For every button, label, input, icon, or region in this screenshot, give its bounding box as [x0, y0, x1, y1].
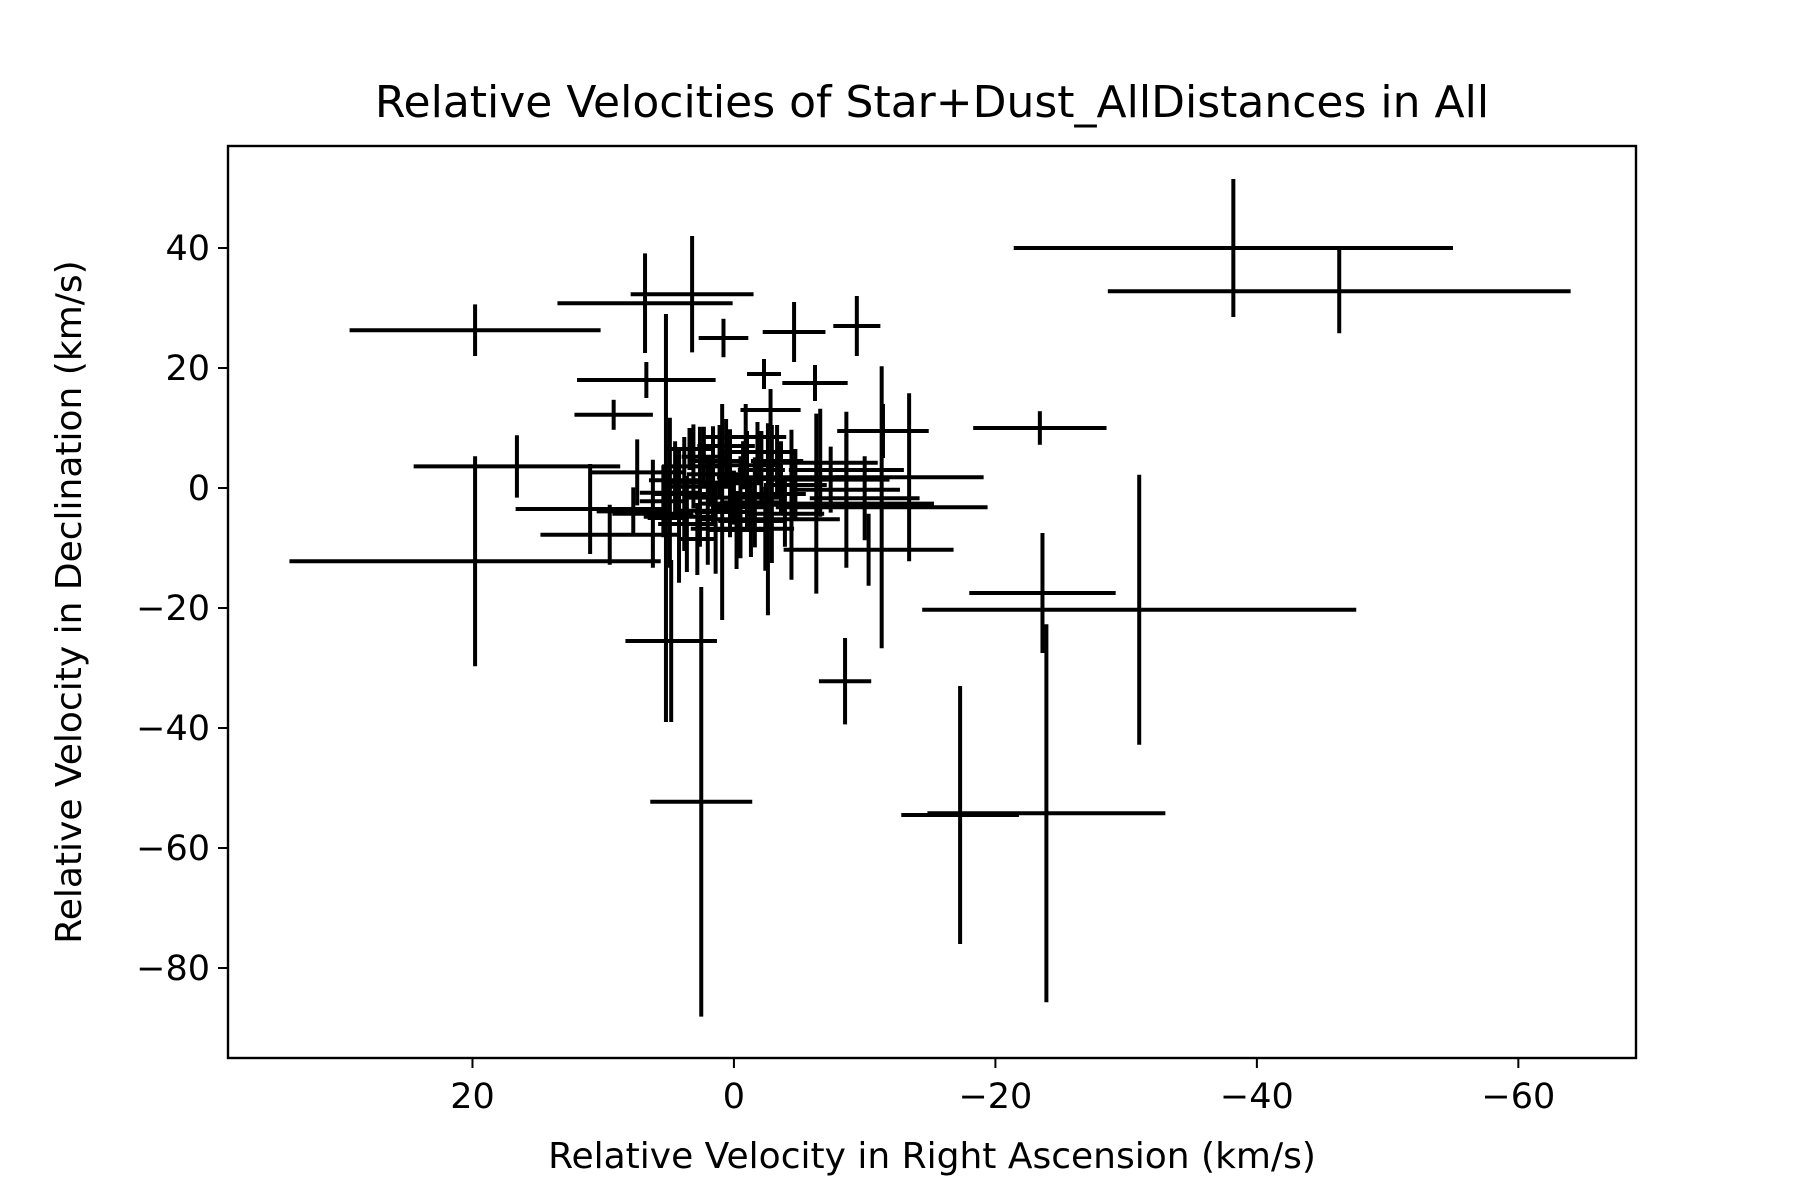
y-tick-label: 40 [165, 229, 210, 269]
data-point-6 [557, 253, 733, 353]
x-tick-label: −60 [1481, 1077, 1555, 1117]
data-point-1 [1107, 249, 1571, 334]
data-point-74 [707, 441, 779, 490]
data-point-14 [413, 435, 621, 498]
data-point-56 [720, 422, 795, 482]
y-tick-label: −60 [136, 829, 210, 869]
data-point-4 [762, 302, 826, 362]
data-point-43 [643, 450, 715, 583]
data-point-8 [577, 362, 716, 398]
y-tick-label: 20 [165, 349, 210, 389]
data-point-15 [289, 456, 661, 667]
data-point-17 [969, 533, 1116, 653]
data-point-23 [927, 624, 1166, 1003]
x-tick-label: 20 [450, 1077, 495, 1117]
data-point-28 [783, 513, 954, 586]
data-point-16 [515, 464, 665, 554]
data-point-3 [833, 296, 881, 356]
data-point-65 [677, 503, 717, 575]
data-point-34 [809, 456, 920, 541]
data-point-11 [782, 365, 848, 401]
x-tick-label: −20 [958, 1077, 1032, 1117]
data-point-27 [834, 393, 984, 562]
data-point-50 [715, 456, 766, 559]
data-point-62 [648, 441, 702, 520]
x-axis-ticks: 20 0 −20 −40 −60 [450, 1058, 1555, 1117]
data-point-12 [740, 389, 801, 431]
data-point-64 [658, 476, 716, 572]
data-point-9 [574, 399, 653, 430]
y-tick-label: 0 [188, 469, 210, 509]
data-point-2 [349, 304, 601, 356]
data-point-7 [698, 318, 749, 358]
x-tick-label: −40 [1220, 1077, 1294, 1117]
data-point-19 [818, 638, 872, 725]
y-axis-label: Relative Velocity in Declination (km/s) [49, 260, 90, 943]
y-tick-label: −40 [136, 709, 210, 749]
chart-title: Relative Velocities of Star+Dust_AllDist… [375, 77, 1489, 128]
data-point-38 [612, 459, 694, 568]
data-point-73 [686, 470, 782, 525]
data-point-18 [922, 474, 1357, 745]
data-point-21 [650, 587, 753, 1017]
y-tick-label: −80 [136, 949, 210, 989]
data-point-75 [665, 428, 714, 470]
data-point-13 [973, 411, 1107, 445]
data-point-70 [745, 480, 825, 547]
data-point-40 [540, 504, 680, 565]
data-point-0 [1013, 179, 1453, 317]
y-tick-label: −20 [136, 589, 210, 629]
data-point-71 [764, 449, 827, 521]
error-bars-layer [289, 179, 1571, 1017]
data-point-10 [747, 359, 782, 389]
data-point-32 [792, 411, 900, 568]
data-point-26 [775, 366, 988, 649]
x-axis-label: Relative Velocity in Right Ascension (km… [548, 1136, 1316, 1177]
plot-area-frame [226, 144, 1638, 1060]
x-tick-label: 0 [723, 1077, 745, 1117]
data-point-5 [630, 236, 754, 353]
y-axis-ticks: 40 20 0 −20 −40 −60 −80 [136, 229, 228, 989]
